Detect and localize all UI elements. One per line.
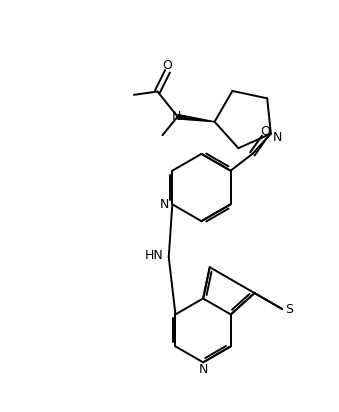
Text: O: O bbox=[163, 59, 173, 72]
Polygon shape bbox=[177, 115, 215, 122]
Text: HN: HN bbox=[145, 249, 164, 262]
Text: S: S bbox=[285, 302, 294, 316]
Text: N: N bbox=[171, 110, 181, 122]
Text: N: N bbox=[199, 363, 208, 376]
Text: N: N bbox=[272, 131, 282, 143]
Text: O: O bbox=[260, 124, 270, 138]
Text: N: N bbox=[160, 198, 170, 211]
